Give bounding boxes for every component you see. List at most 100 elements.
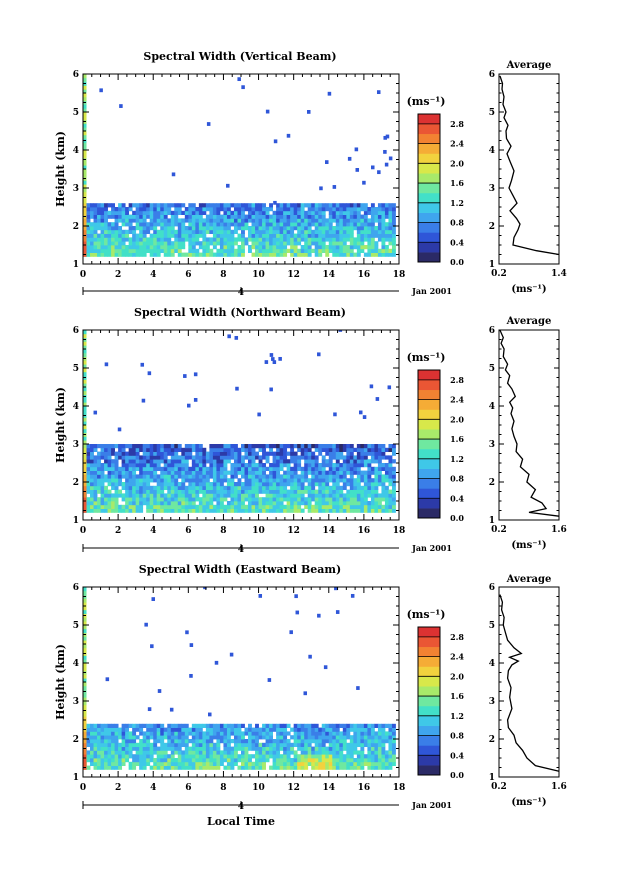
heatmap-cell (219, 485, 224, 490)
heatmap-cell (160, 203, 165, 208)
heatmap-cell (114, 463, 119, 468)
x-tick-label: 8 (220, 270, 226, 280)
heatmap-cell (139, 237, 144, 242)
heatmap-cell (170, 739, 175, 744)
heatmap-cell (128, 248, 133, 253)
heatmap-cell (356, 497, 361, 502)
heatmap-cell (241, 466, 245, 471)
heatmap-cell (314, 478, 319, 483)
heatmap-cell (223, 504, 228, 509)
heatmap-cell (177, 501, 182, 506)
heatmap-cell (163, 214, 168, 219)
heatmap-cell (272, 218, 277, 223)
heatmap-cell (356, 758, 361, 763)
heatmap-cell (384, 731, 389, 736)
heatmap-cell (367, 474, 372, 479)
heatmap-cell (283, 504, 288, 509)
heatmap-cell (230, 470, 235, 475)
heatmap-cell (160, 241, 165, 246)
heatmap-cell (300, 237, 305, 242)
heatmap-cell (283, 207, 288, 212)
heatmap-cell (391, 723, 396, 728)
heatmap-cell (219, 735, 224, 740)
heatmap-cell (251, 765, 256, 770)
heatmap-cell (297, 482, 302, 487)
heatmap-cell (86, 482, 91, 487)
heatmap-cell (139, 754, 144, 759)
heatmap-cell (198, 447, 203, 452)
heatmap-cell (255, 226, 259, 231)
heatmap-cell (384, 478, 389, 483)
heatmap-cell (188, 474, 193, 479)
heatmap-cell (349, 742, 354, 747)
y-tick-label: 1 (73, 260, 79, 270)
heatmap-cell (153, 207, 158, 212)
heatmap-cell (170, 214, 175, 219)
heatmap-cell (177, 218, 182, 223)
heatmap-cell (141, 398, 146, 403)
panel-vertical-beam: Spectral Width (Vertical Beam) Height (k… (54, 50, 567, 298)
heatmap-cell (304, 233, 309, 238)
heatmap-cell (286, 218, 291, 223)
heatmap-cell (216, 455, 221, 460)
heatmap-cell (262, 727, 266, 732)
heatmap-cell (251, 504, 256, 509)
heatmap-cell (255, 444, 259, 449)
heatmap-cell (114, 237, 119, 242)
heatmap-cell (118, 203, 123, 208)
heatmap-cell (111, 229, 115, 234)
heatmap-cell (170, 735, 175, 740)
heatmap-cell (107, 754, 112, 759)
heatmap-cell (293, 222, 298, 227)
heatmap-cell (377, 451, 382, 456)
colorbar-tick-label: 0.0 (450, 513, 464, 523)
heatmap-cell (353, 723, 358, 728)
heatmap-cell (128, 207, 133, 212)
heatmap-cell (349, 447, 354, 452)
heatmap-cell (237, 218, 242, 223)
x-tick-label: 10 (252, 526, 265, 536)
heatmap-cell (100, 501, 105, 506)
heatmap-cell (374, 447, 379, 452)
heatmap-cell (374, 493, 379, 498)
heatmap-cell (140, 362, 145, 367)
heatmap-cell (177, 727, 182, 732)
heatmap-cell (311, 746, 316, 751)
heatmap-cell (100, 761, 105, 766)
heatmap-cell (269, 248, 273, 253)
heatmap-cell (300, 451, 305, 456)
heatmap-cell (177, 226, 182, 231)
heatmap-cell (100, 739, 105, 744)
x-tick-label: 18 (393, 783, 406, 793)
heatmap-cell (325, 485, 330, 490)
heatmap-cell (223, 214, 228, 219)
heatmap-cell (181, 451, 186, 456)
heatmap-cell (353, 207, 358, 212)
heatmap-cell (184, 459, 189, 464)
heatmap-cell (111, 245, 115, 250)
x-tick-label: 2 (115, 783, 121, 793)
heatmap-cell (353, 735, 358, 740)
heatmap-cell (332, 463, 337, 468)
heatmap-cell (195, 463, 200, 468)
heatmap-cell (251, 478, 256, 483)
heatmap-cell (223, 493, 228, 498)
heatmap-cell (114, 482, 119, 487)
heatmap-cell (290, 742, 295, 747)
heatmap-cell (177, 489, 182, 494)
heatmap-cell (328, 474, 333, 479)
heatmap-cell (177, 508, 182, 513)
heatmap-cell (149, 750, 154, 755)
heatmap-cell (149, 466, 154, 471)
heatmap-cell (353, 252, 358, 257)
heatmap-cell (377, 742, 382, 747)
heatmap-cell (314, 447, 319, 452)
heatmap-cell (100, 478, 105, 483)
heatmap-cell (216, 489, 221, 494)
heatmap-cell (367, 478, 372, 483)
heatmap-cell (265, 455, 270, 460)
heatmap-cell (100, 214, 105, 219)
heatmap-cell (181, 203, 186, 208)
heatmap-cell (202, 731, 207, 736)
heatmap-cell (269, 485, 273, 490)
